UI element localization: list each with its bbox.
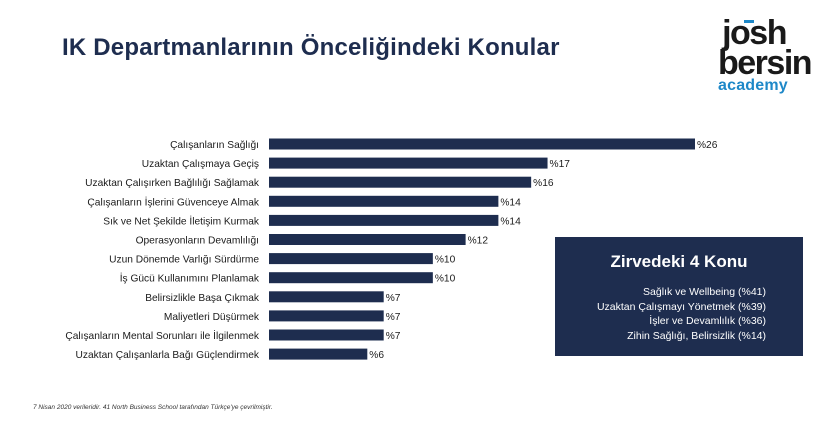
value-label: %7 bbox=[386, 312, 401, 323]
category-label: Belirsizlikle Başa Çıkmak bbox=[145, 293, 260, 304]
category-label: Uzun Dönemde Varlığı Sürdürme bbox=[109, 255, 259, 266]
value-label: %14 bbox=[500, 216, 521, 227]
top-topic-item: Uzaktan Çalışmayı Yönetmek (%39) bbox=[596, 300, 766, 313]
source-footnote: 7 Nisan 2020 verileridir. 41 North Busin… bbox=[33, 404, 273, 411]
bar bbox=[269, 138, 695, 150]
category-label: Operasyonların Devamlılığı bbox=[136, 236, 259, 247]
top-topic-item: İşler ve Devamlılık (%36) bbox=[649, 315, 766, 327]
logo-word-academy: academy bbox=[718, 77, 788, 94]
category-label: İş Gücü Kullanımını Planlamak bbox=[120, 272, 260, 285]
category-label: Maliyetleri Düşürmek bbox=[164, 312, 260, 323]
bar bbox=[269, 291, 384, 303]
value-label: %7 bbox=[386, 331, 401, 342]
value-label: %10 bbox=[435, 274, 456, 285]
bar bbox=[269, 272, 433, 284]
top-topic-item: Sağlık ve Wellbeing (%41) bbox=[643, 286, 766, 298]
bar bbox=[269, 253, 433, 265]
top-topics-title: Zirvedeki 4 Konu bbox=[610, 252, 748, 271]
logo-word-josh: josh bbox=[722, 14, 787, 52]
value-label: %12 bbox=[468, 236, 489, 247]
category-label: Çalışanların Sağlığı bbox=[170, 140, 259, 151]
bar bbox=[269, 195, 499, 207]
value-label: %14 bbox=[500, 197, 521, 208]
bar bbox=[269, 348, 368, 360]
category-label: Sık ve Net Şekilde İletişim Kurmak bbox=[103, 214, 260, 227]
bar bbox=[269, 176, 532, 188]
top-topics-list: Sağlık ve Wellbeing (%41) Uzaktan Çalışm… bbox=[597, 285, 766, 343]
brand-logo: josh bersin academy bbox=[718, 14, 818, 95]
category-label: Uzaktan Çalışırken Bağlılığı Sağlamak bbox=[85, 178, 260, 189]
value-label: %10 bbox=[435, 255, 456, 266]
category-label: Çalışanların Mental Sorunları ile İlgile… bbox=[65, 329, 260, 342]
value-label: %17 bbox=[550, 159, 571, 170]
bar bbox=[269, 310, 384, 322]
value-label: %16 bbox=[533, 178, 554, 189]
value-label: %7 bbox=[386, 293, 401, 304]
bar bbox=[269, 157, 548, 169]
top-topics-panel: Zirvedeki 4 Konu Sağlık ve Wellbeing (%4… bbox=[555, 237, 803, 356]
category-label: Çalışanların İşlerini Güvenceye Almak bbox=[87, 195, 259, 208]
bar bbox=[269, 214, 499, 226]
value-label: %6 bbox=[369, 350, 384, 361]
bar bbox=[269, 329, 384, 341]
bar bbox=[269, 234, 466, 245]
logo-accent-mark bbox=[744, 20, 754, 23]
value-label: %26 bbox=[697, 140, 718, 151]
category-label: Uzaktan Çalışanlarla Bağı Güçlendirmek bbox=[76, 350, 260, 361]
page-title: IK Departmanlarının Önceliğindeki Konula… bbox=[62, 34, 560, 61]
top-topic-item: Zihin Sağlığı, Belirsizlik (%14) bbox=[627, 329, 766, 342]
category-label: Uzaktan Çalışmaya Geçiş bbox=[142, 159, 259, 170]
